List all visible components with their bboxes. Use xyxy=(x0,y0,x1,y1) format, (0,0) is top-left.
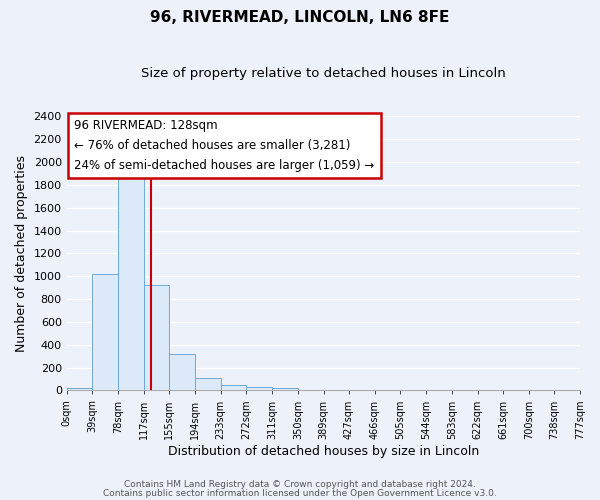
Y-axis label: Number of detached properties: Number of detached properties xyxy=(15,155,28,352)
Bar xyxy=(221,384,247,390)
Bar xyxy=(67,388,92,390)
Text: 96, RIVERMEAD, LINCOLN, LN6 8FE: 96, RIVERMEAD, LINCOLN, LN6 8FE xyxy=(151,10,449,25)
Bar xyxy=(92,274,118,390)
Bar xyxy=(118,174,144,390)
Bar xyxy=(195,378,221,390)
Text: Contains HM Land Registry data © Crown copyright and database right 2024.: Contains HM Land Registry data © Crown c… xyxy=(124,480,476,489)
Bar xyxy=(144,286,169,391)
Bar xyxy=(169,354,195,391)
Text: Contains public sector information licensed under the Open Government Licence v3: Contains public sector information licen… xyxy=(103,489,497,498)
Title: Size of property relative to detached houses in Lincoln: Size of property relative to detached ho… xyxy=(141,68,506,80)
Text: 96 RIVERMEAD: 128sqm
← 76% of detached houses are smaller (3,281)
24% of semi-de: 96 RIVERMEAD: 128sqm ← 76% of detached h… xyxy=(74,119,374,172)
X-axis label: Distribution of detached houses by size in Lincoln: Distribution of detached houses by size … xyxy=(168,444,479,458)
Bar xyxy=(272,388,298,390)
Bar xyxy=(247,387,272,390)
